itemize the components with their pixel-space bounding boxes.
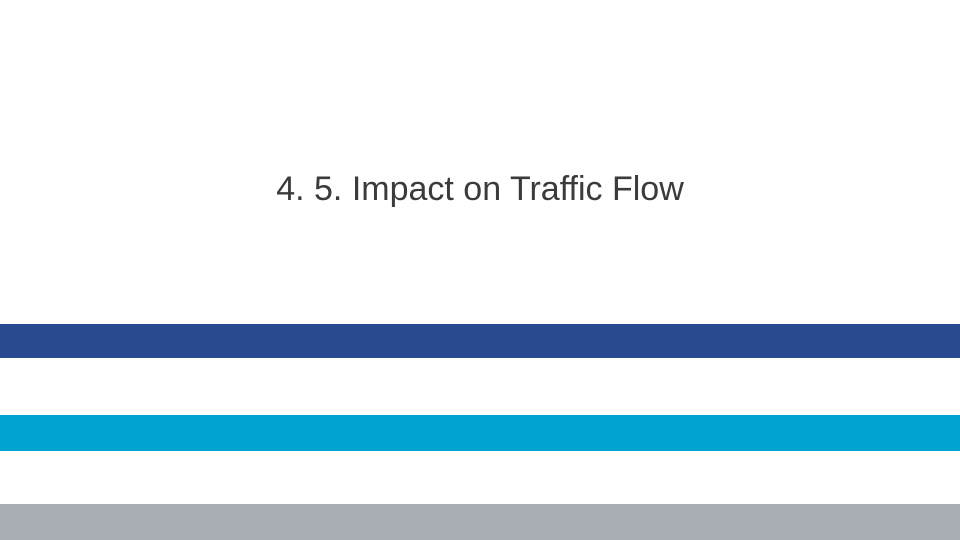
slide-title: 4. 5. Impact on Traffic Flow — [0, 170, 960, 209]
stripe-dark-blue — [0, 324, 960, 358]
presentation-slide: 4. 5. Impact on Traffic Flow — [0, 0, 960, 540]
stripe-gray — [0, 504, 960, 540]
stripe-cyan — [0, 415, 960, 451]
